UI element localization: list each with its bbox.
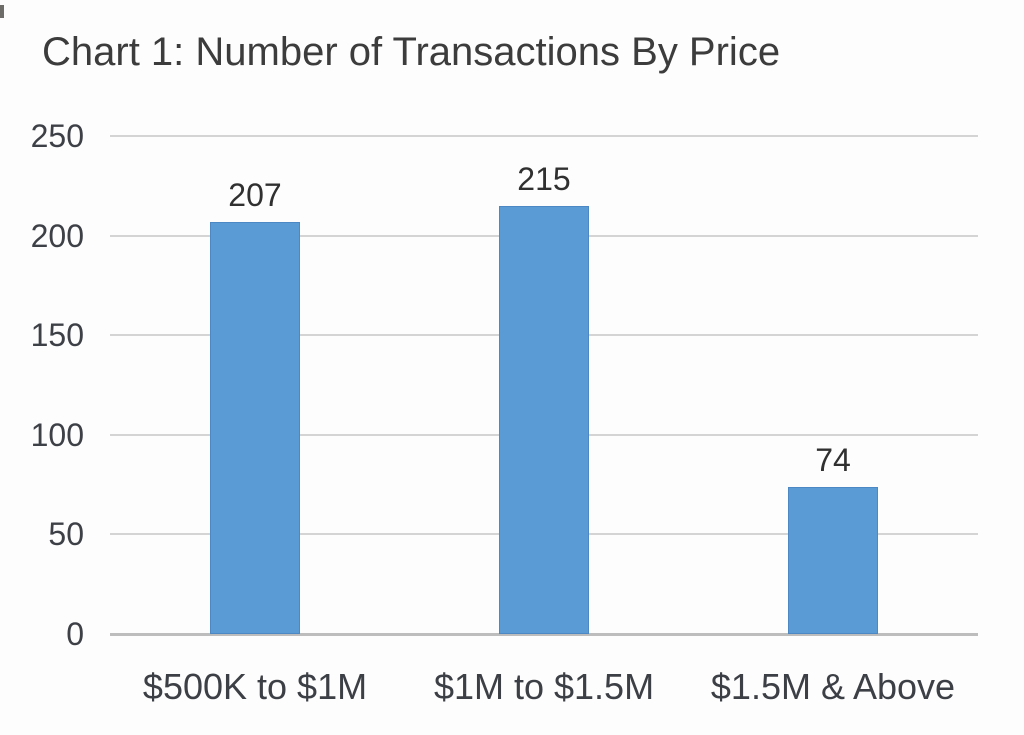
scan-artifact-mark xyxy=(0,5,4,18)
bar-value-label: 74 xyxy=(815,442,851,478)
y-gridline xyxy=(110,135,978,137)
y-axis-tick-label: 50 xyxy=(48,516,84,552)
x-axis-category-label: $1M to $1.5M xyxy=(433,666,655,707)
y-axis-tick-label: 150 xyxy=(30,317,84,353)
chart-title: Chart 1: Number of Transactions By Price xyxy=(42,30,781,74)
bar xyxy=(210,222,300,634)
x-axis-category-label: $1.5M & Above xyxy=(710,666,956,707)
bar xyxy=(499,206,589,634)
bar-value-label: 207 xyxy=(228,177,282,213)
bar-value-label: 215 xyxy=(517,161,571,197)
y-axis-tick-label: 0 xyxy=(66,616,84,652)
y-axis-tick-label: 250 xyxy=(30,118,84,154)
y-axis-tick-label: 200 xyxy=(30,218,84,254)
y-axis-tick-label: 100 xyxy=(30,417,84,453)
bar xyxy=(788,487,878,634)
x-axis-baseline xyxy=(110,633,978,636)
x-axis-category-label: $500K to $1M xyxy=(142,666,368,707)
